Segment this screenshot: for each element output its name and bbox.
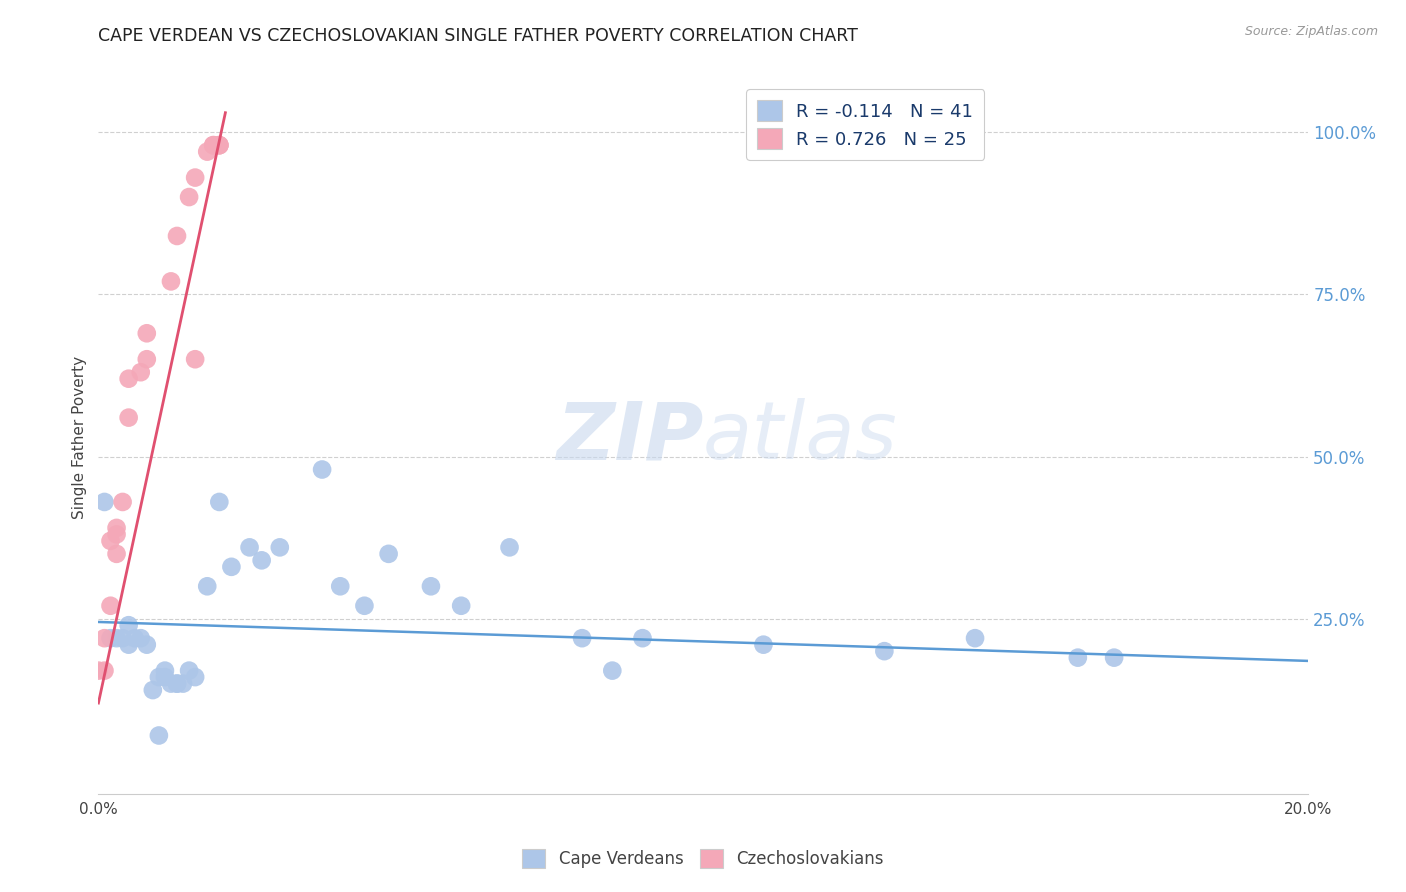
Y-axis label: Single Father Poverty: Single Father Poverty bbox=[72, 356, 87, 518]
Point bbox=[105, 631, 128, 645]
Point bbox=[135, 352, 157, 367]
Point bbox=[129, 365, 152, 379]
Point bbox=[111, 495, 134, 509]
Point bbox=[118, 372, 141, 386]
Point bbox=[172, 676, 194, 690]
Point bbox=[450, 599, 472, 613]
Point bbox=[184, 352, 207, 367]
Point bbox=[208, 138, 231, 153]
Point bbox=[202, 138, 225, 153]
Point bbox=[873, 644, 896, 658]
Point bbox=[148, 670, 170, 684]
Point bbox=[105, 527, 128, 541]
Point bbox=[221, 559, 243, 574]
Point bbox=[118, 410, 141, 425]
Point bbox=[166, 676, 188, 690]
Point bbox=[166, 229, 188, 244]
Point bbox=[93, 664, 115, 678]
Text: atlas: atlas bbox=[703, 398, 898, 476]
Point bbox=[498, 541, 520, 555]
Point bbox=[208, 138, 231, 153]
Text: ZIP: ZIP bbox=[555, 398, 703, 476]
Point bbox=[93, 631, 115, 645]
Point bbox=[87, 664, 110, 678]
Point bbox=[1102, 650, 1125, 665]
Point bbox=[195, 579, 218, 593]
Point bbox=[179, 190, 201, 204]
Point bbox=[100, 533, 122, 548]
Legend: R = -0.114   N = 41, R = 0.726   N = 25: R = -0.114 N = 41, R = 0.726 N = 25 bbox=[747, 89, 984, 160]
Point bbox=[1067, 650, 1090, 665]
Point bbox=[239, 541, 262, 555]
Point bbox=[752, 638, 775, 652]
Point bbox=[160, 274, 183, 288]
Point bbox=[184, 170, 207, 185]
Text: CAPE VERDEAN VS CZECHOSLOVAKIAN SINGLE FATHER POVERTY CORRELATION CHART: CAPE VERDEAN VS CZECHOSLOVAKIAN SINGLE F… bbox=[98, 27, 858, 45]
Point bbox=[148, 729, 170, 743]
Point bbox=[166, 676, 188, 690]
Point bbox=[100, 631, 122, 645]
Point bbox=[250, 553, 273, 567]
Point bbox=[965, 631, 987, 645]
Point bbox=[377, 547, 399, 561]
Point bbox=[111, 631, 134, 645]
Point bbox=[208, 495, 231, 509]
Point bbox=[195, 145, 218, 159]
Point bbox=[311, 462, 333, 476]
Point bbox=[153, 670, 176, 684]
Point bbox=[93, 495, 115, 509]
Point bbox=[135, 638, 157, 652]
Point bbox=[329, 579, 352, 593]
Point bbox=[124, 631, 146, 645]
Point bbox=[135, 326, 157, 341]
Point bbox=[208, 138, 231, 153]
Point bbox=[184, 670, 207, 684]
Point bbox=[179, 664, 201, 678]
Point bbox=[100, 599, 122, 613]
Point bbox=[153, 664, 176, 678]
Point bbox=[571, 631, 593, 645]
Point bbox=[160, 676, 183, 690]
Point bbox=[353, 599, 375, 613]
Point bbox=[269, 541, 291, 555]
Point bbox=[142, 683, 165, 698]
Legend: Cape Verdeans, Czechoslovakians: Cape Verdeans, Czechoslovakians bbox=[515, 842, 891, 875]
Text: Source: ZipAtlas.com: Source: ZipAtlas.com bbox=[1244, 25, 1378, 37]
Point bbox=[118, 618, 141, 632]
Point bbox=[420, 579, 443, 593]
Point bbox=[105, 547, 128, 561]
Point bbox=[631, 631, 654, 645]
Point bbox=[118, 638, 141, 652]
Point bbox=[202, 138, 225, 153]
Point bbox=[602, 664, 624, 678]
Point bbox=[129, 631, 152, 645]
Point bbox=[105, 521, 128, 535]
